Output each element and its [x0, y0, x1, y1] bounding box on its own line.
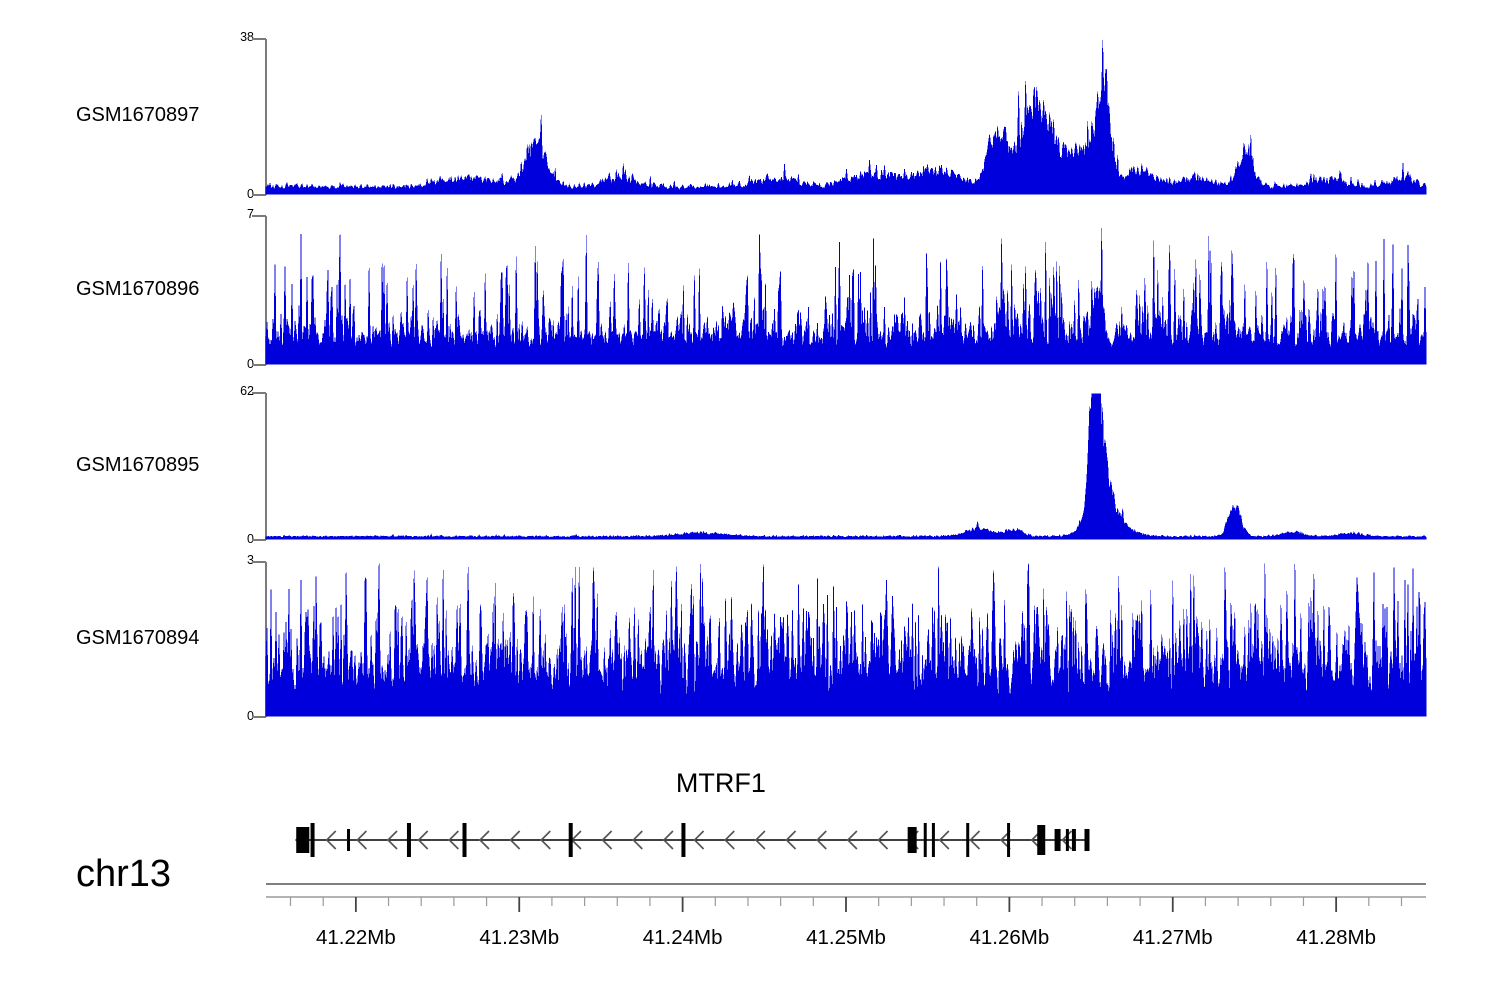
coverage-track-gsm1670895[interactable]: GSM1670895 62 0: [0, 384, 1500, 546]
gene-exon: [931, 823, 935, 857]
ruler-tick-label: 41.24Mb: [642, 926, 723, 949]
strand-arrow-left-icon: [754, 830, 766, 850]
coverage-plot-gsm1670894[interactable]: [252, 561, 1428, 718]
ruler-tick-label: 41.28Mb: [1296, 926, 1377, 949]
ruler-tick-label: 41.23Mb: [479, 926, 560, 949]
gene-name-label: MTRF1: [675, 768, 766, 798]
coverage-area: [265, 563, 1427, 717]
gene-exon: [1084, 829, 1090, 851]
gene-exon: [681, 823, 686, 857]
strand-arrow-left-icon: [356, 830, 367, 850]
axis-max-gsm1670896: 7: [247, 207, 254, 221]
track-label-gsm1670895: GSM1670895: [76, 453, 200, 476]
gene-exon: [1007, 823, 1011, 857]
coverage-plot-gsm1670897[interactable]: [252, 38, 1428, 196]
axis-min-gsm1670894: 0: [247, 709, 254, 723]
strand-arrow-left-icon: [816, 830, 827, 850]
gene-exon: [462, 823, 467, 857]
strand-arrow-left-icon: [969, 830, 981, 850]
coverage-track-gsm1670896[interactable]: GSM1670896 7 0: [0, 207, 1500, 371]
axis-max-gsm1670897: 38: [240, 30, 254, 44]
strand-arrow-left-icon: [509, 830, 521, 850]
strand-arrow-left-icon: [417, 830, 429, 850]
y-axis-line: [252, 561, 267, 718]
strand-arrow-left-icon: [448, 830, 459, 850]
gene-exon: [923, 823, 927, 857]
chromosome-label: chr13: [76, 853, 172, 895]
track-label-gsm1670897: GSM1670897: [76, 104, 200, 126]
gene-annotation-track[interactable]: MTRF1: [0, 760, 1500, 880]
y-axis-line: [252, 392, 267, 541]
gene-exon: [1065, 829, 1069, 851]
y-axis-line: [252, 38, 267, 196]
gene-exon: [568, 823, 573, 857]
coverage-area: [265, 393, 1427, 540]
strand-arrow-left-icon: [601, 830, 613, 850]
strand-arrow-left-icon: [386, 830, 398, 850]
axis-max-gsm1670894: 3: [247, 553, 254, 567]
gene-exon: [310, 823, 315, 857]
axis-max-gsm1670895: 62: [240, 384, 254, 398]
genomic-coordinate-ruler[interactable]: 41.22Mb 41.23Mb 41.24Mb 41.25Mb 41.26Mb 41.27…: [0, 870, 1500, 980]
strand-arrow-left-icon: [632, 830, 643, 850]
gene-utr-block: [296, 827, 310, 853]
strand-arrow-left-icon: [693, 830, 705, 850]
strand-arrow-left-icon: [662, 830, 674, 850]
axis-min-gsm1670897: 0: [247, 187, 254, 201]
gene-exon: [1071, 829, 1076, 851]
coverage-area: [265, 227, 1427, 365]
coverage-plot-gsm1670895[interactable]: [252, 392, 1428, 541]
gene-exon: [406, 823, 411, 857]
strand-arrow-left-icon: [938, 830, 950, 850]
strand-arrow-left-icon: [877, 830, 889, 850]
ruler-tick-label: 41.27Mb: [1132, 926, 1213, 949]
strand-arrow-left-icon: [724, 830, 735, 850]
strand-arrow-left-icon: [540, 830, 551, 850]
track-label-gsm1670896: GSM1670896: [76, 277, 200, 300]
track-label-gsm1670894: GSM1670894: [76, 626, 200, 649]
ruler-tick-label: 41.25Mb: [806, 926, 886, 949]
gene-exon: [1037, 825, 1046, 855]
strand-arrow-left-icon: [846, 830, 858, 850]
ruler-tick-label: 41.26Mb: [969, 926, 1050, 949]
axis-min-gsm1670895: 0: [247, 532, 254, 546]
coverage-track-gsm1670897[interactable]: GSM1670897 38 0: [0, 30, 1500, 201]
gene-exon: [347, 829, 351, 851]
strand-arrow-left-icon: [785, 830, 797, 850]
coverage-area: [265, 39, 1427, 195]
y-axis-line: [252, 215, 267, 366]
gene-exon: [966, 823, 970, 857]
ruler-tick-label: 41.22Mb: [315, 926, 396, 949]
strand-arrow-left-icon: [325, 830, 337, 850]
gene-exon: [907, 827, 917, 853]
axis-min-gsm1670896: 0: [247, 357, 254, 371]
coverage-track-gsm1670894[interactable]: GSM1670894 3 0: [0, 553, 1500, 723]
coverage-plot-gsm1670896[interactable]: [252, 215, 1428, 366]
gene-exon: [1054, 829, 1061, 851]
strand-arrow-left-icon: [478, 830, 490, 850]
